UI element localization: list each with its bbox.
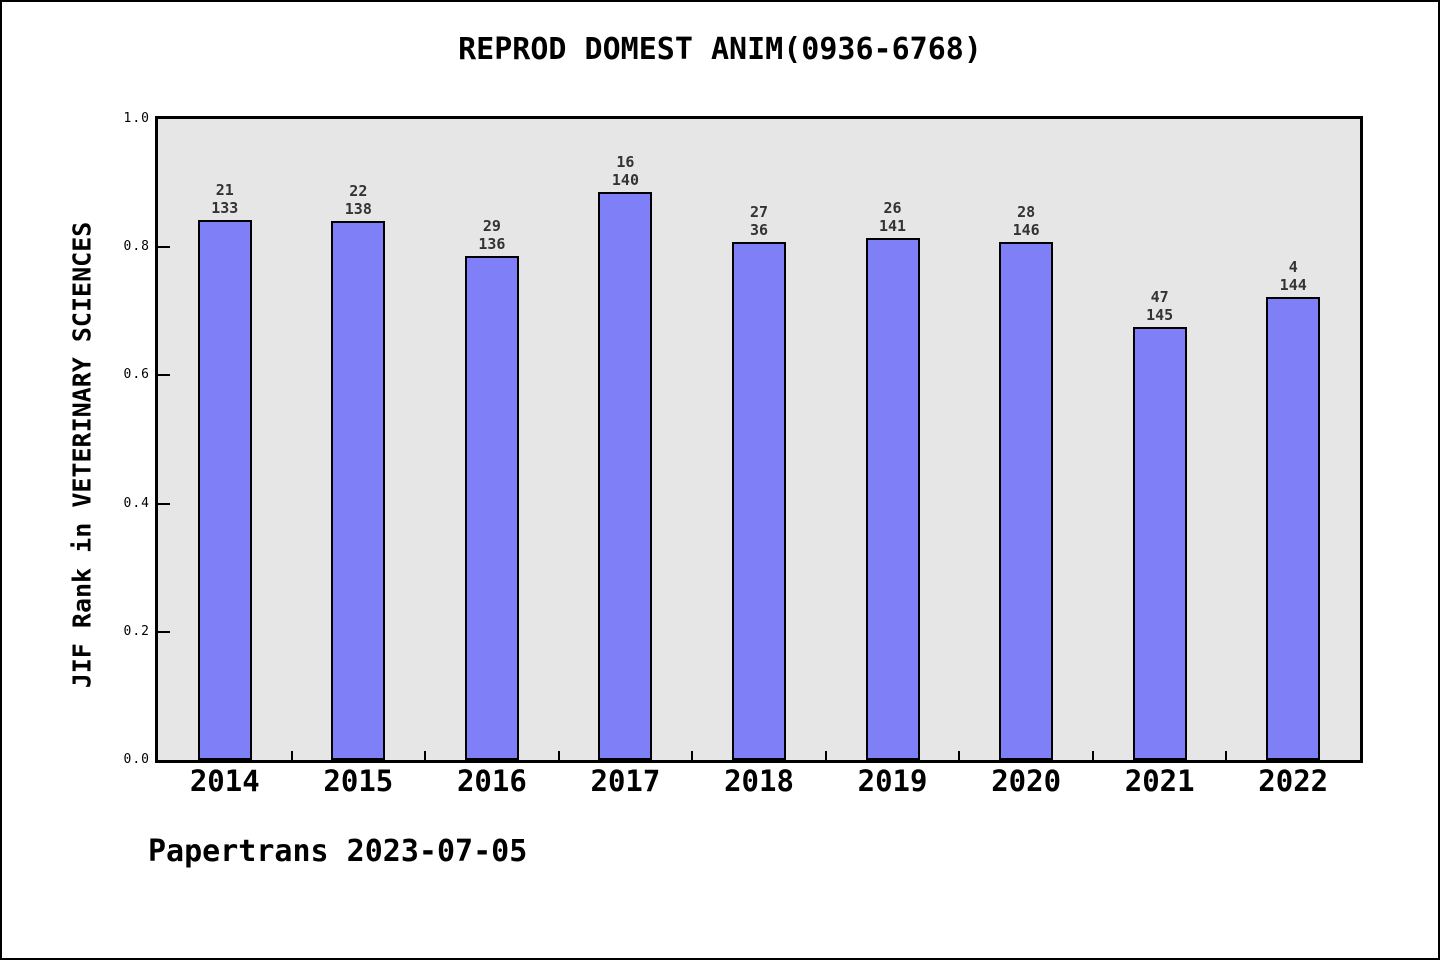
- x-tick-mark: [958, 751, 961, 760]
- x-axis-label-2019: 2019: [857, 764, 928, 798]
- bar-2014: [197, 220, 252, 760]
- bar-annotation-rank: 16: [616, 153, 635, 171]
- x-tick-mark: [557, 751, 560, 760]
- y-tick-label: 0.2: [123, 623, 150, 639]
- x-axis-label-2018: 2018: [724, 764, 794, 798]
- y-tick-label: 0.4: [123, 495, 150, 511]
- bar-annotation-2016: 29 136: [432, 217, 552, 253]
- bar-2017: [598, 192, 653, 760]
- chart-title: REPROD DOMEST ANIM(0936-6768): [458, 32, 982, 67]
- y-tick-mark: [158, 630, 170, 633]
- x-tick-mark: [691, 751, 694, 760]
- watermark-text: Papertrans 2023-07-05: [148, 834, 528, 869]
- bar-annotation-total: 133: [211, 199, 239, 217]
- bar-annotation-rank: 29: [482, 217, 501, 235]
- bar-2021: [1132, 327, 1187, 760]
- bar-annotation-2021: 47 145: [1100, 288, 1220, 324]
- bar-annotation-2017: 16 140: [565, 153, 685, 189]
- x-axis-label-2021: 2021: [1124, 764, 1195, 798]
- y-tick-mark: [158, 502, 170, 505]
- y-tick-mark: [158, 246, 170, 249]
- x-tick-mark: [1091, 751, 1094, 760]
- bar-annotation-total: 146: [1012, 221, 1040, 239]
- bar-2015: [331, 221, 386, 760]
- bar-annotation-rank: 26: [883, 199, 902, 217]
- x-axis-label-2014: 2014: [189, 764, 260, 798]
- y-tick-mark: [158, 374, 170, 377]
- y-axis-label: JIF Rank in VETERINARY SCIENCES: [67, 221, 97, 689]
- bar-annotation-rank: 28: [1017, 203, 1036, 221]
- x-tick-mark: [1225, 751, 1228, 760]
- x-axis-label-2017: 2017: [590, 764, 661, 798]
- bar-2020: [999, 242, 1054, 760]
- bar-annotation-2015: 22 138: [298, 182, 418, 218]
- bar-annotation-2019: 26 141: [833, 199, 953, 235]
- x-tick-mark: [424, 751, 427, 760]
- bar-annotation-rank: 27: [749, 203, 769, 221]
- bar-2016: [464, 256, 519, 760]
- x-axis-label-2015: 2015: [323, 764, 394, 798]
- plot-area: 21 133 22 138 29 136 16 140 27 36 26 141 28 146 47 145 4…: [155, 116, 1363, 763]
- bar-annotation-2018: 27 36: [699, 203, 819, 239]
- bar-annotation-rank: 21: [215, 181, 234, 199]
- bar-annotation-total: 145: [1146, 306, 1174, 324]
- bar-annotation-total: 141: [879, 217, 907, 235]
- bar-annotation-total: 136: [478, 235, 506, 253]
- x-axis-label-2020: 2020: [991, 764, 1062, 798]
- x-axis-label-2022: 2022: [1258, 764, 1329, 798]
- bar-annotation-total: 140: [611, 171, 639, 189]
- y-tick-label: 1.0: [123, 111, 150, 126]
- x-axis-label-2016: 2016: [456, 764, 527, 798]
- bar-2019: [865, 238, 920, 760]
- bar-annotation-2014: 21 133: [165, 181, 285, 217]
- y-tick-label: 0.6: [123, 367, 150, 383]
- x-tick-mark: [290, 751, 293, 760]
- bar-annotation-rank: 4: [1288, 258, 1298, 276]
- bar-annotation-total: 36: [749, 221, 769, 239]
- bar-annotation-2022: 4 144: [1233, 258, 1353, 294]
- bar-annotation-total: 144: [1279, 276, 1307, 294]
- bar-2018: [732, 242, 786, 760]
- bar-annotation-total: 138: [344, 200, 372, 218]
- bar-annotation-rank: 22: [349, 182, 368, 200]
- bar-annotation-2020: 28 146: [966, 203, 1086, 239]
- bar-2022: [1266, 297, 1321, 760]
- x-tick-mark: [824, 751, 827, 760]
- y-tick-label: 0.0: [123, 752, 150, 767]
- bar-annotation-rank: 47: [1150, 288, 1169, 306]
- y-tick-label: 0.8: [123, 239, 150, 255]
